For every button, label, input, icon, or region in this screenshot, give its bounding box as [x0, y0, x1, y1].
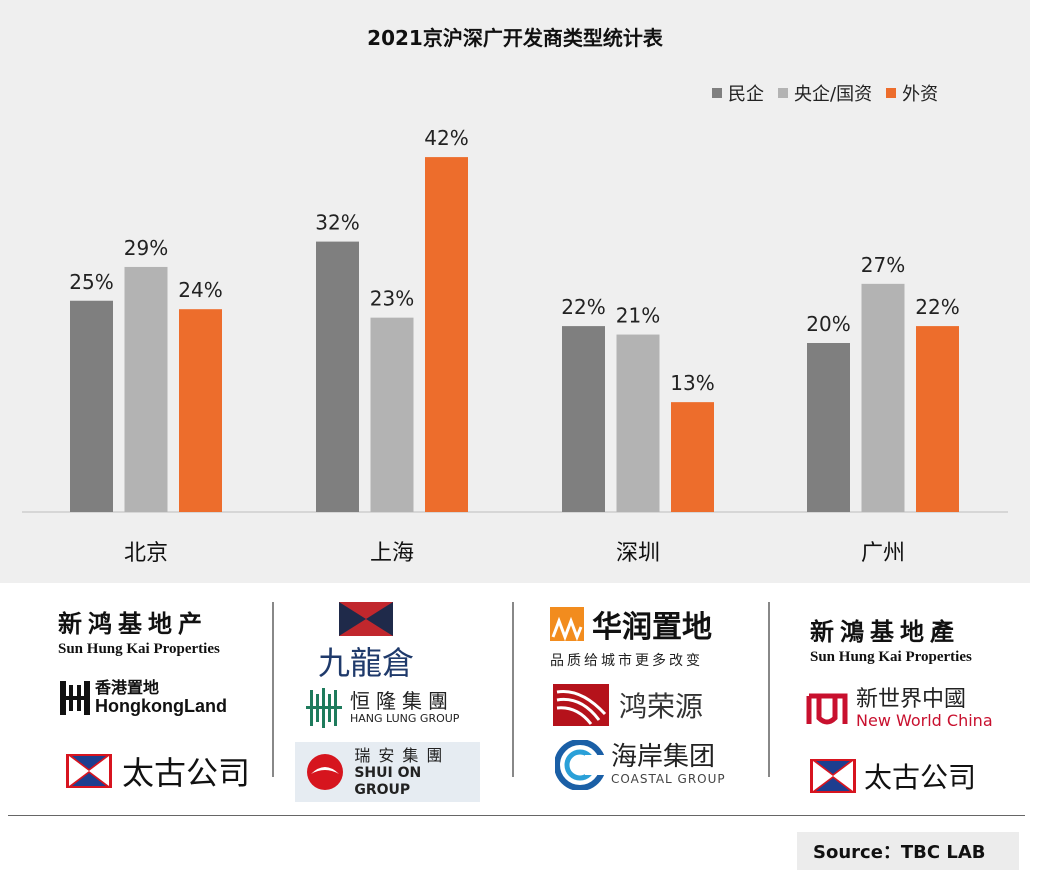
- bar-0-0: [70, 300, 113, 512]
- legend-swatch-private: [712, 88, 722, 98]
- data-label-3-1: 27%: [861, 253, 905, 277]
- bar-1-0: [316, 241, 359, 512]
- shk-gz-zh-text: 新鴻基地產: [810, 617, 960, 646]
- hongkong-land-emblem-icon: [60, 680, 90, 715]
- logo-china-resources-land: 华润置地 品质给城市更多改变: [550, 602, 712, 670]
- logo-coastal-group: 海岸集团 COASTAL GROUP: [555, 740, 726, 790]
- category-label-1: 上海: [370, 541, 414, 566]
- logo-hongrongyuan: 鸿荣源: [553, 684, 703, 726]
- hongkong-land-en-text: HongkongLand: [95, 695, 227, 716]
- logo-swire-guangzhou: 太古公司: [810, 756, 976, 796]
- coastal-emblem-icon: [555, 740, 605, 790]
- developer-logos: 新鸿基地产 Sun Hung Kai Properties 香港置地 Hongk…: [0, 590, 1047, 815]
- data-label-2-2: 13%: [670, 371, 714, 395]
- data-label-2-0: 22%: [561, 295, 605, 319]
- bar-0-1: [124, 266, 168, 512]
- logo-sun-hung-kai-guangzhou: 新鴻基地產 Sun Hung Kai Properties: [810, 612, 972, 666]
- shk-en-text: Sun Hung Kai Properties: [58, 641, 220, 657]
- shui-on-en-text: SHUI ON GROUP: [354, 764, 422, 798]
- shk-gz-en-text: Sun Hung Kai Properties: [810, 649, 972, 665]
- crland-tagline-text: 品质给城市更多改变: [550, 653, 703, 669]
- data-label-1-0: 32%: [315, 211, 359, 235]
- legend-label-foreign: 外资: [902, 84, 939, 105]
- bar-chart: 25% 29% 24% 北京 32% 23% 42% 上海 22% 21% 13% 深圳 20% 27% 2…: [22, 126, 1008, 566]
- bar-2-0: [562, 326, 605, 512]
- bar-1-2: [425, 157, 468, 512]
- bar-2-2: [671, 402, 714, 512]
- data-label-2-1: 21%: [616, 304, 660, 328]
- legend-item-state: 央企/国资: [778, 80, 872, 106]
- logo-divider-1: [272, 602, 274, 777]
- chart-title: 2021京沪深广开发商类型统计表: [367, 26, 663, 50]
- legend-swatch-foreign: [886, 88, 897, 98]
- swire-zh-text: 太古公司: [122, 754, 251, 792]
- data-label-0-2: 24%: [178, 278, 222, 302]
- bar-2-1: [616, 334, 660, 512]
- new-world-emblem-icon: [806, 693, 848, 725]
- swire-gz-zh-text: 太古公司: [864, 761, 977, 794]
- logo-hongkong-land: 香港置地 HongkongLand: [60, 678, 227, 716]
- shk-zh-text: 新鸿基地产: [58, 609, 208, 638]
- logo-new-world-china: 新世界中國 New World China: [806, 687, 993, 731]
- logo-hang-lung: 恒隆集團 HANG LUNG GROUP: [306, 688, 459, 728]
- hang-lung-emblem-icon: [306, 688, 342, 728]
- swire-gz-flag-icon: [810, 759, 856, 793]
- data-label-1-1: 23%: [370, 287, 414, 311]
- source-text: Source：TBC LAB: [813, 842, 986, 863]
- bar-0-2: [179, 309, 222, 512]
- crland-zh-text: 华润置地: [592, 610, 712, 645]
- category-label-2: 深圳: [616, 541, 660, 566]
- category-label-0: 北京: [124, 541, 168, 566]
- hongrongyuan-emblem-icon: [553, 684, 609, 726]
- bar-1-1: [370, 317, 414, 512]
- crland-emblem-icon: [550, 607, 584, 641]
- bar-3-1: [861, 283, 905, 512]
- new-world-en-text: New World China: [856, 711, 993, 731]
- data-label-1-2: 42%: [424, 126, 468, 150]
- legend-item-private: 民企: [712, 80, 764, 106]
- legend: 民企 央企/国资 外资: [712, 80, 938, 106]
- swire-flag-icon: [66, 754, 112, 788]
- coastal-en-text: COASTAL GROUP: [611, 772, 726, 787]
- wharf-zh-text: 九龍倉: [318, 644, 415, 682]
- data-label-3-2: 22%: [915, 295, 959, 319]
- hang-lung-en-text: HANG LUNG GROUP: [350, 712, 460, 726]
- data-label-0-0: 25%: [69, 270, 113, 294]
- legend-label-private: 民企: [728, 84, 764, 105]
- data-label-3-0: 20%: [806, 312, 850, 336]
- category-label-3: 广州: [861, 541, 905, 566]
- data-label-0-1: 29%: [124, 236, 168, 260]
- hongkong-land-zh-text: 香港置地: [95, 678, 160, 697]
- logo-swire-beijing: 太古公司: [66, 748, 250, 794]
- legend-swatch-state: [778, 88, 788, 98]
- bar-3-0: [807, 343, 850, 512]
- hongrongyuan-zh-text: 鸿荣源: [619, 690, 704, 723]
- shui-on-zh-text: 瑞安集團: [354, 745, 451, 765]
- source-box: Source：TBC LAB: [797, 832, 1019, 870]
- bar-3-2: [916, 326, 959, 512]
- logo-wharf: 九龍倉: [318, 602, 414, 684]
- logo-sun-hung-kai-beijing: 新鸿基地产 Sun Hung Kai Properties: [58, 604, 220, 658]
- bottom-divider: [8, 815, 1025, 816]
- hang-lung-zh-text: 恒隆集團: [350, 689, 454, 714]
- coastal-zh-text: 海岸集团: [611, 742, 716, 773]
- logo-divider-2: [512, 602, 514, 777]
- logo-divider-3: [768, 602, 770, 777]
- chart-panel: 2021京沪深广开发商类型统计表 25% 29% 24% 北京 32% 23% 42% 上海 2…: [0, 0, 1030, 583]
- legend-label-state: 央企/国资: [794, 84, 873, 105]
- legend-item-foreign: 外资: [886, 80, 938, 106]
- logo-shui-on: 瑞安集團 SHUI ON GROUP: [295, 742, 480, 802]
- wharf-emblem-icon: [339, 602, 393, 636]
- shui-on-emblem-icon: [307, 754, 343, 790]
- new-world-zh-text: 新世界中國: [856, 687, 967, 712]
